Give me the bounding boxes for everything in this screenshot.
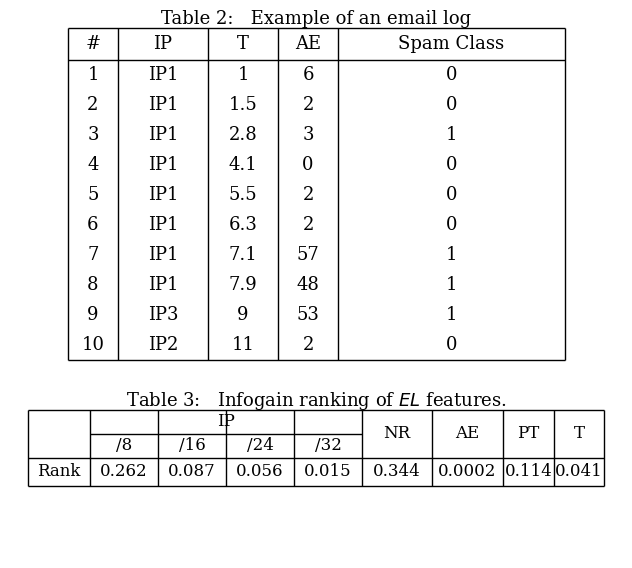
Text: Rank: Rank	[37, 463, 81, 481]
Text: /16: /16	[179, 437, 205, 454]
Text: IP1: IP1	[148, 216, 178, 234]
Text: AE: AE	[295, 35, 321, 53]
Text: 1: 1	[237, 66, 249, 84]
Text: AE: AE	[456, 425, 480, 442]
Text: IP1: IP1	[148, 276, 178, 294]
Text: 0: 0	[446, 156, 457, 174]
Text: 11: 11	[231, 336, 255, 354]
Text: 6: 6	[87, 216, 99, 234]
Text: 0: 0	[302, 156, 313, 174]
Text: 6.3: 6.3	[229, 216, 257, 234]
Text: /24: /24	[246, 437, 274, 454]
Text: 9: 9	[237, 306, 249, 324]
Text: 4.1: 4.1	[229, 156, 257, 174]
Text: 1: 1	[87, 66, 99, 84]
Text: T: T	[237, 35, 249, 53]
Text: 5.5: 5.5	[229, 186, 257, 204]
Text: 1: 1	[446, 246, 457, 264]
Text: 10: 10	[82, 336, 104, 354]
Text: IP1: IP1	[148, 66, 178, 84]
Text: 2: 2	[302, 336, 313, 354]
Text: Table 2:   Example of an email log: Table 2: Example of an email log	[161, 10, 471, 28]
Text: IP1: IP1	[148, 156, 178, 174]
Text: PT: PT	[518, 425, 540, 442]
Text: 48: 48	[296, 276, 319, 294]
Text: #: #	[85, 35, 100, 53]
Text: 1: 1	[446, 126, 457, 144]
Text: 0.344: 0.344	[373, 463, 421, 481]
Text: 6: 6	[302, 66, 313, 84]
Text: 0: 0	[446, 186, 457, 204]
Text: 3: 3	[302, 126, 313, 144]
Text: 2.8: 2.8	[229, 126, 257, 144]
Text: 0.041: 0.041	[555, 463, 603, 481]
Text: 0.0002: 0.0002	[439, 463, 497, 481]
Text: T: T	[573, 425, 585, 442]
Text: /32: /32	[315, 437, 341, 454]
Text: IP1: IP1	[148, 126, 178, 144]
Text: IP: IP	[217, 414, 235, 431]
Text: IP1: IP1	[148, 186, 178, 204]
Text: 0.262: 0.262	[100, 463, 148, 481]
Text: 0.087: 0.087	[168, 463, 216, 481]
Text: NR: NR	[384, 425, 411, 442]
Text: 0: 0	[446, 66, 457, 84]
Text: 2: 2	[302, 216, 313, 234]
Text: 53: 53	[296, 306, 319, 324]
Text: 4: 4	[87, 156, 99, 174]
Text: 8: 8	[87, 276, 99, 294]
Text: 0: 0	[446, 96, 457, 114]
Text: 1: 1	[446, 306, 457, 324]
Text: IP2: IP2	[148, 336, 178, 354]
Text: IP1: IP1	[148, 96, 178, 114]
Text: /8: /8	[116, 437, 132, 454]
Text: 7.9: 7.9	[229, 276, 257, 294]
Text: Spam Class: Spam Class	[398, 35, 504, 53]
Text: 57: 57	[296, 246, 319, 264]
Text: 3: 3	[87, 126, 99, 144]
Text: 2: 2	[87, 96, 99, 114]
Text: 0: 0	[446, 216, 457, 234]
Text: IP: IP	[154, 35, 173, 53]
Text: 2: 2	[302, 186, 313, 204]
Text: 1.5: 1.5	[229, 96, 257, 114]
Text: 5: 5	[87, 186, 99, 204]
Text: 0.056: 0.056	[236, 463, 284, 481]
Text: 7: 7	[87, 246, 99, 264]
Text: 0.114: 0.114	[504, 463, 552, 481]
Text: IP3: IP3	[148, 306, 178, 324]
Text: Table 3:   Infogain ranking of $\it{EL}$ features.: Table 3: Infogain ranking of $\it{EL}$ f…	[126, 390, 506, 412]
Text: IP1: IP1	[148, 246, 178, 264]
Text: 7.1: 7.1	[229, 246, 257, 264]
Text: 9: 9	[87, 306, 99, 324]
Text: 1: 1	[446, 276, 457, 294]
Text: 0.015: 0.015	[304, 463, 352, 481]
Text: 2: 2	[302, 96, 313, 114]
Text: 0: 0	[446, 336, 457, 354]
